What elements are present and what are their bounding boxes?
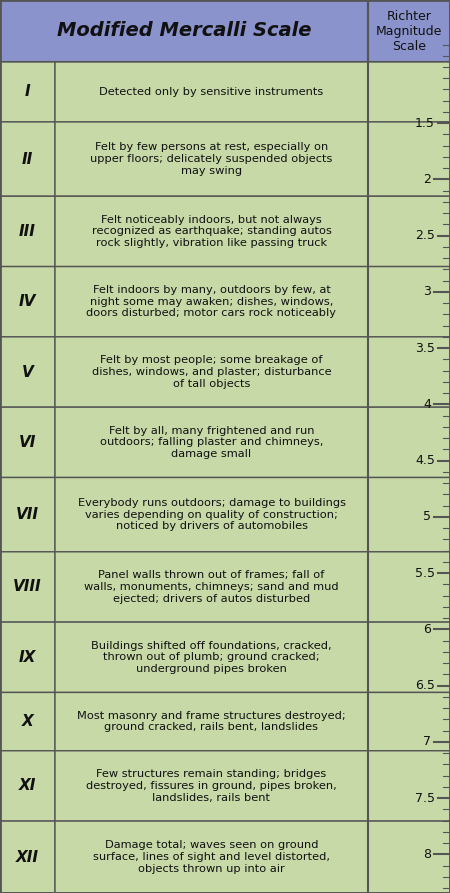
Text: II: II xyxy=(22,152,33,167)
Bar xyxy=(0,407,55,478)
Bar xyxy=(0,821,55,893)
Text: Buildings shifted off foundations, cracked,
thrown out of plumb; ground cracked;: Buildings shifted off foundations, crack… xyxy=(91,640,332,674)
Text: I: I xyxy=(25,85,30,99)
Bar xyxy=(0,478,55,552)
Bar xyxy=(55,622,368,692)
Text: VI: VI xyxy=(19,435,36,450)
Bar xyxy=(0,122,55,196)
Text: IV: IV xyxy=(19,294,36,309)
Text: V: V xyxy=(22,364,33,380)
Bar xyxy=(368,337,450,407)
Bar xyxy=(368,266,450,337)
Text: IX: IX xyxy=(19,650,36,664)
Bar xyxy=(55,751,368,821)
Text: Everybody runs outdoors; damage to buildings
varies depending on quality of cons: Everybody runs outdoors; damage to build… xyxy=(77,498,346,531)
Bar xyxy=(368,478,450,552)
Text: 7: 7 xyxy=(423,735,431,748)
Bar xyxy=(0,337,55,407)
Text: VII: VII xyxy=(16,507,39,522)
Text: Panel walls thrown out of frames; fall of
walls, monuments, chimneys; sand and m: Panel walls thrown out of frames; fall o… xyxy=(84,571,339,604)
Text: Most masonry and frame structures destroyed;
ground cracked, rails bent, landsli: Most masonry and frame structures destro… xyxy=(77,711,346,732)
Bar xyxy=(368,196,450,266)
Text: 3: 3 xyxy=(423,286,431,298)
Text: 2.5: 2.5 xyxy=(415,230,435,242)
Text: Damage total; waves seen on ground
surface, lines of sight and level distorted,
: Damage total; waves seen on ground surfa… xyxy=(93,840,330,873)
Text: 3.5: 3.5 xyxy=(415,342,435,355)
Bar xyxy=(368,622,450,692)
Text: 5.5: 5.5 xyxy=(415,566,435,580)
Text: VIII: VIII xyxy=(13,580,42,595)
Bar xyxy=(0,692,55,751)
Text: 5: 5 xyxy=(423,511,431,523)
Bar xyxy=(55,266,368,337)
Bar xyxy=(0,62,55,122)
Bar xyxy=(55,122,368,196)
Text: Few structures remain standing; bridges
destroyed, fissures in ground, pipes bro: Few structures remain standing; bridges … xyxy=(86,770,337,803)
Text: XII: XII xyxy=(16,849,39,864)
Text: X: X xyxy=(22,714,33,729)
Bar xyxy=(368,821,450,893)
Text: Detected only by sensitive instruments: Detected only by sensitive instruments xyxy=(99,87,324,97)
Bar xyxy=(55,692,368,751)
Text: 4.5: 4.5 xyxy=(415,455,435,467)
Bar xyxy=(368,692,450,751)
Bar xyxy=(368,62,450,122)
Bar xyxy=(0,0,450,62)
Bar xyxy=(368,751,450,821)
Text: 7.5: 7.5 xyxy=(415,791,435,805)
Bar xyxy=(0,751,55,821)
Text: Modified Mercalli Scale: Modified Mercalli Scale xyxy=(57,21,311,40)
Text: 2: 2 xyxy=(423,173,431,186)
Bar xyxy=(368,122,450,196)
Text: Felt by most people; some breakage of
dishes, windows, and plaster; disturbance
: Felt by most people; some breakage of di… xyxy=(92,355,331,388)
Text: Richter
Magnitude
Scale: Richter Magnitude Scale xyxy=(376,10,442,53)
Bar xyxy=(0,266,55,337)
Bar xyxy=(55,337,368,407)
Bar xyxy=(55,196,368,266)
Bar xyxy=(55,407,368,478)
Text: 1.5: 1.5 xyxy=(415,117,435,129)
Text: 4: 4 xyxy=(423,398,431,411)
Text: III: III xyxy=(19,224,36,239)
Text: XI: XI xyxy=(19,779,36,793)
Bar xyxy=(55,552,368,622)
Bar xyxy=(0,196,55,266)
Text: 6: 6 xyxy=(423,622,431,636)
Bar xyxy=(368,407,450,478)
Text: Felt by all, many frightened and run
outdoors; falling plaster and chimneys,
dam: Felt by all, many frightened and run out… xyxy=(100,426,323,459)
Bar xyxy=(55,478,368,552)
Bar xyxy=(0,622,55,692)
Bar xyxy=(55,62,368,122)
Text: Felt indoors by many, outdoors by few, at
night some may awaken; dishes, windows: Felt indoors by many, outdoors by few, a… xyxy=(86,285,337,318)
Text: Felt noticeably indoors, but not always
recognized as earthquake; standing autos: Felt noticeably indoors, but not always … xyxy=(91,215,332,248)
Text: 8: 8 xyxy=(423,847,431,861)
Bar xyxy=(0,552,55,622)
Bar xyxy=(368,552,450,622)
Text: 6.5: 6.5 xyxy=(415,679,435,692)
Text: Felt by few persons at rest, especially on
upper floors; delicately suspended ob: Felt by few persons at rest, especially … xyxy=(90,143,333,176)
Bar xyxy=(55,821,368,893)
